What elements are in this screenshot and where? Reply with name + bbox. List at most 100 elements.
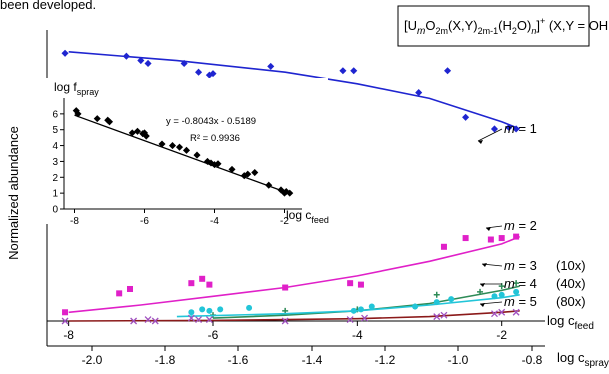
data-point-m1 bbox=[505, 123, 513, 132]
feed-tick-label: -4 bbox=[352, 328, 363, 342]
data-point-m1 bbox=[415, 89, 423, 97]
inset-y-axis-label: log fspray bbox=[54, 80, 99, 97]
inset-y-tick-label: 4 bbox=[52, 141, 58, 152]
data-point-m5 bbox=[187, 314, 195, 322]
inset-data-point bbox=[158, 140, 166, 148]
spray-tick-label: -0.8 bbox=[522, 353, 543, 367]
series-label-m3: m = 3 (10x) bbox=[481, 258, 586, 273]
inset-data-point bbox=[251, 168, 259, 177]
feed-tick-label: -8 bbox=[63, 328, 74, 342]
inset-x-tick-label: -2 bbox=[280, 216, 289, 227]
series-multiplier: (80x) bbox=[556, 294, 586, 309]
inset-x-axis-label: log cfeed bbox=[286, 208, 329, 225]
inset-fit-line bbox=[74, 114, 290, 195]
data-point-m4 bbox=[412, 303, 419, 310]
inset-data-point bbox=[93, 115, 101, 123]
label-arrowhead bbox=[480, 283, 485, 287]
series-label-m4: m = 4 (40x) bbox=[480, 276, 586, 291]
data-point-m5 bbox=[144, 316, 152, 324]
formula-box-frame bbox=[397, 5, 590, 47]
spray-x-ticks: -2.0 -1.8 -1.6 -1.4 -1.2 -1.0 -0.8 bbox=[82, 346, 543, 367]
series-multiplier: (10x) bbox=[556, 258, 586, 273]
data-point-m5 bbox=[491, 310, 498, 318]
formula-box: [UmO2m(X,Y)2m-1(H2O)n]+ (X,Y = OH, NO3) bbox=[397, 5, 609, 47]
inset-y-tick-label: 2 bbox=[52, 173, 58, 184]
series-m3 bbox=[210, 280, 520, 319]
data-point-m5 bbox=[281, 317, 289, 325]
inset-x-tick-label: -6 bbox=[140, 216, 149, 227]
data-point-m4 bbox=[199, 306, 206, 313]
data-point-m2 bbox=[487, 236, 494, 243]
spray-tick-label: -1.4 bbox=[302, 353, 323, 367]
inset-data-point bbox=[193, 151, 201, 159]
data-point-m4 bbox=[357, 306, 364, 313]
series-m2 bbox=[62, 233, 521, 316]
label-arrowhead bbox=[478, 140, 483, 144]
label-arrowhead bbox=[482, 263, 487, 267]
data-point-m2 bbox=[498, 235, 505, 242]
data-point-m2 bbox=[440, 243, 447, 250]
inset-data-point bbox=[142, 132, 150, 140]
inset-y-tick-label: 5 bbox=[52, 125, 58, 136]
inset-data-point bbox=[128, 129, 136, 137]
data-point-m5 bbox=[130, 317, 138, 325]
data-point-m2 bbox=[199, 275, 206, 282]
data-point-m4 bbox=[498, 291, 505, 298]
data-point-m3 bbox=[282, 307, 289, 314]
data-point-m1 bbox=[512, 125, 520, 133]
series-label-m1: m = 1 bbox=[477, 121, 537, 144]
data-point-m1 bbox=[490, 125, 499, 133]
data-point-m4 bbox=[513, 288, 520, 295]
data-point-m5 bbox=[195, 316, 203, 324]
inset-data-point bbox=[244, 170, 252, 178]
series-label-text: m = 5 bbox=[504, 294, 537, 309]
series-label-text: m = 1 bbox=[504, 121, 537, 136]
data-point-m5 bbox=[151, 317, 159, 325]
data-point-m2 bbox=[206, 281, 213, 288]
inset-x-tick-label: -8 bbox=[70, 216, 79, 227]
label-arrow bbox=[477, 128, 503, 142]
data-point-m4 bbox=[246, 304, 253, 311]
inset-data-point bbox=[105, 118, 114, 126]
data-point-m4 bbox=[448, 296, 455, 303]
data-point-m1 bbox=[122, 52, 130, 60]
data-point-m5 bbox=[498, 308, 506, 316]
data-point-m3 bbox=[477, 288, 484, 295]
feed-tick-label: -6 bbox=[208, 328, 219, 342]
series-multiplier: (40x) bbox=[556, 276, 586, 291]
spray-tick-label: -1.8 bbox=[155, 353, 176, 367]
data-point-m2 bbox=[127, 285, 133, 292]
inset-data-point bbox=[286, 189, 294, 197]
data-point-m4 bbox=[206, 307, 213, 314]
data-point-m5 bbox=[440, 311, 448, 319]
fit-curve-m5 bbox=[68, 310, 520, 322]
series-m5 bbox=[61, 308, 520, 325]
data-point-m5 bbox=[512, 308, 520, 316]
spray-x-axis-label: log cspray bbox=[557, 350, 609, 369]
data-point-m5 bbox=[361, 314, 369, 322]
inset-data-point bbox=[214, 160, 222, 168]
data-point-m4 bbox=[368, 303, 375, 310]
data-point-m2 bbox=[513, 233, 520, 240]
series-label-m2: m = 2 bbox=[485, 218, 537, 233]
feed-tick-label: -2 bbox=[496, 328, 507, 342]
data-point-m2 bbox=[62, 309, 69, 316]
fit-curve-m1 bbox=[68, 51, 520, 130]
caption-fragment: been developed. bbox=[0, 0, 96, 12]
series-m4 bbox=[176, 288, 520, 318]
fit-curve-m4 bbox=[176, 294, 520, 318]
series-label-m5: m = 5 (80x) bbox=[479, 294, 586, 309]
spray-tick-label: -1.0 bbox=[448, 353, 469, 367]
inset-data-point bbox=[175, 143, 184, 151]
data-point-m1 bbox=[350, 67, 358, 75]
data-point-m4 bbox=[350, 307, 357, 314]
inset-r-squared: R² = 0.9936 bbox=[190, 133, 240, 144]
series-labels: m = 1 m = 2 m = 3 (10x) m = 4 (40x) m = 5 (80x) bbox=[477, 121, 586, 309]
feed-x-ticks: -8 -6 -4 -2 bbox=[63, 321, 507, 342]
data-point-m2 bbox=[116, 290, 123, 297]
feed-x-axis-label: log cfeed bbox=[547, 313, 594, 332]
main-y-axis-label: Normalized abundance bbox=[6, 126, 21, 260]
series-label-text: m = 3 bbox=[504, 258, 537, 273]
inset-data-point bbox=[74, 110, 82, 118]
